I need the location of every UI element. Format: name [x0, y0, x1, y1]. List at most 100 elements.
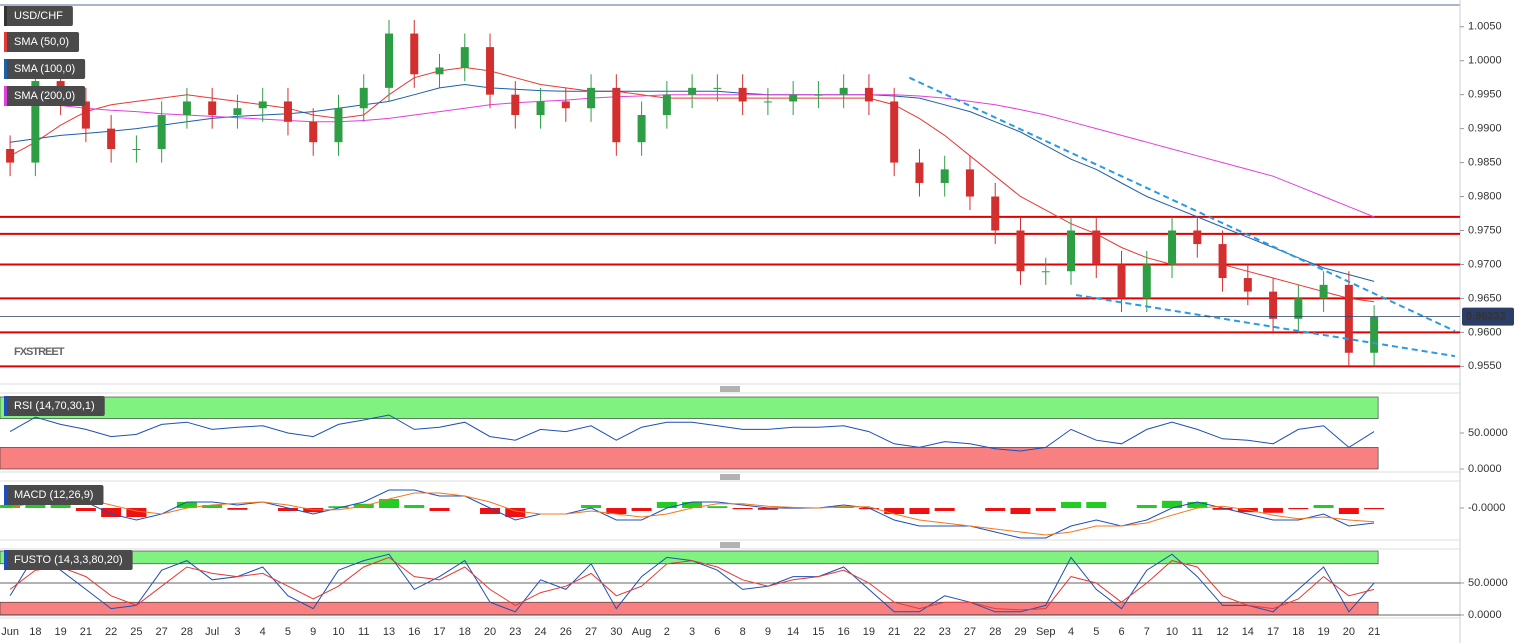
x-tick-label: 22: [913, 626, 925, 638]
candle-body: [1016, 230, 1025, 272]
candle-body: [283, 101, 292, 122]
legend-box: [4, 86, 86, 106]
legend-swatch: [4, 86, 7, 106]
candle-body: [864, 87, 873, 102]
histogram-bar: [1313, 505, 1334, 508]
x-tick-label: 10: [332, 626, 344, 638]
x-tick-label: 6: [1118, 626, 1124, 638]
candle-body: [561, 101, 570, 109]
histogram-bar: [1162, 500, 1183, 508]
candle-body: [1067, 230, 1076, 272]
histogram-bar: [277, 508, 298, 511]
candle-body: [334, 108, 343, 143]
lower-band: [0, 447, 1379, 470]
candle-body: [107, 128, 116, 149]
last-price-box: [1462, 307, 1514, 326]
y-tick-label: -0.0000: [1468, 502, 1505, 514]
legend-box: [4, 396, 105, 416]
histogram-bar: [1338, 508, 1359, 514]
candle-body: [410, 33, 419, 75]
y-tick-label: 50.0000: [1468, 577, 1508, 589]
signal-line: [9, 492, 1375, 536]
watermark: FXSTREET: [14, 346, 65, 358]
candle-body: [965, 169, 974, 197]
candle-body: [789, 94, 798, 102]
x-tick-label: 27: [964, 626, 976, 638]
candle-body: [486, 47, 495, 95]
macd-line: [9, 489, 1375, 539]
candle-body: [132, 148, 141, 150]
candle-body: [182, 101, 191, 116]
histogram-bar: [606, 508, 627, 514]
x-tick-label: 14: [787, 626, 799, 638]
x-tick-label: 21: [80, 626, 92, 638]
legend-item: USD/CHF: [4, 6, 73, 26]
x-tick-label: 20: [484, 626, 496, 638]
x-tick-label: 23: [509, 626, 521, 638]
legend-swatch: [4, 59, 7, 79]
x-tick-label: Jun: [1, 626, 19, 638]
x-tick-label: 25: [130, 626, 142, 638]
candle-body: [1370, 316, 1379, 353]
x-tick-label: 3: [689, 626, 695, 638]
candle-body: [1344, 284, 1353, 353]
y-tick-label: 0.9600: [1468, 326, 1502, 338]
y-tick-label: 0.9950: [1468, 89, 1502, 101]
legend-swatch: [4, 32, 7, 52]
candle-body: [662, 94, 671, 116]
histogram-bar: [1187, 502, 1208, 508]
x-tick-label: 28: [989, 626, 1001, 638]
histogram-bar: [1010, 508, 1031, 514]
histogram-bar: [0, 505, 21, 508]
y-tick-label: 0.0000: [1468, 609, 1502, 621]
histogram-bar: [934, 508, 955, 511]
upper-band: [0, 396, 1379, 419]
x-tick-label: 17: [433, 626, 445, 638]
y-tick-label: 0.0000: [1468, 463, 1502, 475]
last-price-label: 0.96232: [1466, 311, 1506, 323]
legend-label: USD/CHF: [14, 10, 63, 22]
candle-body: [763, 101, 772, 103]
candle-body: [1193, 230, 1202, 245]
x-tick-label: 24: [534, 626, 546, 638]
x-tick-label: 11: [1192, 626, 1203, 638]
x-tick-label: 3: [234, 626, 240, 638]
candle-body: [258, 101, 267, 109]
histogram-bar: [985, 508, 1006, 511]
candle-body: [814, 94, 823, 96]
candle-body: [637, 115, 646, 143]
histogram-bar: [480, 508, 501, 514]
candle-body: [208, 101, 217, 116]
histogram-bar: [682, 502, 703, 508]
x-tick-label: 9: [765, 626, 771, 638]
x-tick-label: 19: [54, 626, 66, 638]
y-tick-label: 0.9550: [1468, 360, 1502, 372]
x-tick-label: 12: [1216, 626, 1228, 638]
histogram-bar: [1364, 508, 1385, 510]
histogram-bar: [884, 508, 905, 514]
legend-item: RSI (14,70,30,1): [4, 396, 105, 416]
y-tick-label: 0.9700: [1468, 258, 1502, 270]
legend-label: SMA (200,0): [14, 90, 75, 102]
pane-handle: [720, 386, 740, 548]
x-tick-label: 29: [1014, 626, 1026, 638]
histogram-bar: [707, 506, 728, 508]
candle-body: [1041, 271, 1050, 273]
candle-body: [233, 108, 242, 116]
candle-body: [688, 87, 697, 95]
histogram-bar: [909, 508, 930, 514]
candle-body: [435, 67, 444, 75]
x-tick-label: 20: [1343, 626, 1355, 638]
y-tick-label: 0.9650: [1468, 292, 1502, 304]
indicator-line: [9, 414, 1375, 452]
histogram-bar: [1263, 508, 1284, 513]
histogram-bar: [126, 508, 147, 517]
histogram-bar: [757, 508, 778, 510]
x-tick-label: 10: [1166, 626, 1178, 638]
candle-body: [31, 81, 40, 163]
candle-body: [511, 94, 520, 116]
candle-body: [1218, 244, 1227, 279]
candle-body: [612, 87, 621, 143]
candle-body: [839, 87, 848, 95]
